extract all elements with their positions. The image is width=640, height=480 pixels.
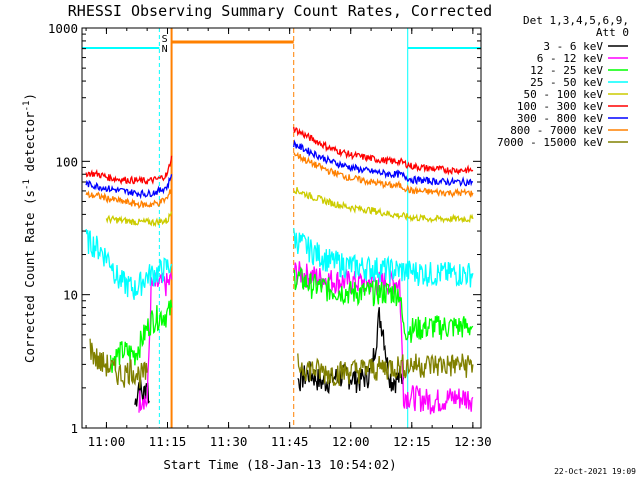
y-axis-label: Corrected Count Rate (s-1 detector-1) — [22, 93, 37, 363]
series-line — [89, 338, 148, 389]
legend-entry-label: 100 - 300 keV — [517, 100, 603, 113]
series-line — [297, 353, 474, 387]
detector-header-line1: Det 1,3,4,5,6,9, — [523, 14, 629, 27]
x-tick-label: 12:15 — [393, 434, 431, 449]
series-line — [293, 139, 474, 187]
series-line — [109, 299, 173, 373]
y-tick-label: 1 — [70, 421, 78, 436]
y-tick-label: 10 — [63, 288, 78, 303]
x-axis-ticks: 11:00 11:15 11:30 11:45 12:00 12:15 12:30 — [85, 28, 492, 449]
legend-entry-label: 7000 - 15000 keV — [497, 136, 603, 149]
series-line — [297, 307, 405, 395]
x-tick-label: 11:30 — [210, 434, 248, 449]
y-tick-label: 100 — [55, 154, 78, 169]
x-tick-label: 12:30 — [454, 434, 492, 449]
series-line — [293, 228, 474, 288]
series-line — [293, 261, 474, 415]
plot-area: SN — [81, 28, 482, 428]
saa-flag-label: S — [162, 34, 168, 45]
series-line — [85, 228, 173, 300]
chart-title: RHESSI Observing Summary Count Rates, Co… — [68, 2, 492, 20]
series-line — [85, 188, 173, 210]
x-tick-label: 11:00 — [88, 434, 126, 449]
legend-entry-label: 50 - 100 keV — [524, 88, 604, 101]
legend-entry-label: 12 - 25 keV — [530, 64, 603, 77]
series-line — [85, 174, 173, 200]
series-line — [105, 211, 173, 228]
series-line — [85, 155, 173, 186]
series-line — [293, 126, 474, 176]
series-line — [293, 266, 474, 343]
legend-entry-label: 25 - 50 keV — [530, 76, 603, 89]
legend-entry-label: 300 - 800 keV — [517, 112, 603, 125]
legend-entry-label: 6 - 12 keV — [537, 52, 604, 65]
detector-header-line2: Att 0 — [596, 26, 629, 39]
series-line — [138, 271, 173, 413]
y-tick-label: 1000 — [48, 21, 78, 36]
legend-entry-label: 3 - 6 keV — [543, 40, 603, 53]
series-line — [293, 151, 474, 199]
plot-frame — [81, 27, 482, 429]
x-axis-label: Start Time (18-Jan-13 10:54:02) — [163, 457, 396, 472]
x-tick-label: 11:45 — [271, 434, 309, 449]
series-line — [293, 187, 474, 224]
y-axis-ticks: 1 10 100 1000 — [48, 21, 481, 436]
x-tick-label: 12:00 — [332, 434, 370, 449]
night-flag-label: N — [162, 44, 168, 55]
legend-entry-label: 800 - 7000 keV — [510, 124, 603, 137]
x-tick-label: 11:15 — [149, 434, 187, 449]
footer-date: 22-Oct-2021 19:09 — [554, 467, 636, 476]
